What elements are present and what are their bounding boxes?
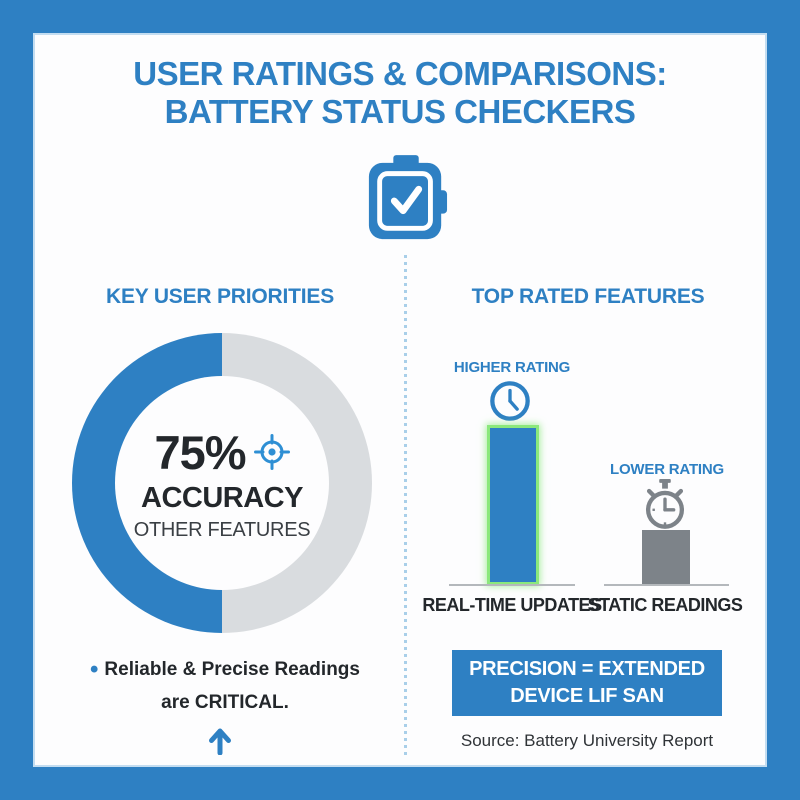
right-bar-baseline	[604, 584, 729, 586]
callout-line-2: DEVICE LIF SAN	[510, 685, 664, 707]
bar-static-readings	[642, 530, 690, 585]
page-title: USER RATINGS & COMPARISONS: BATTERY STAT…	[35, 55, 765, 131]
bar-label-real-time: REAL-TIME UPDATES	[422, 595, 602, 615]
bullet-dot-icon: •	[90, 656, 99, 683]
callout-line-1: PRECISION = EXTENDED	[469, 658, 705, 680]
precision-callout: PRECISION = EXTENDED DEVICE LIF SAN	[452, 650, 722, 716]
right-panel-heading: TOP RATED FEATURES	[471, 285, 705, 308]
donut-center-sublabel: OTHER FEATURES	[133, 518, 311, 541]
source-attribution: Source: Battery University Report	[460, 731, 714, 750]
higher-rating-label: HIGHER RATING	[453, 359, 571, 376]
takeaway-line-1: • Reliable & Precise Readings	[60, 653, 390, 686]
donut-center-row: 75%	[154, 425, 290, 480]
up-arrow-icon	[209, 728, 231, 755]
donut-hole: 75% ACCURACY OTHER FEATURES	[115, 376, 329, 590]
title-line-1: USER RATINGS & COMPARISONS:	[133, 55, 667, 92]
donut-percent-value: 75%	[154, 425, 246, 479]
key-takeaway: • Reliable & Precise Readings are CRITICA…	[60, 653, 390, 719]
stopwatch-icon	[645, 479, 685, 529]
title-line-2: BATTERY STATUS CHECKERS	[164, 93, 636, 130]
clock-icon	[490, 381, 530, 421]
target-icon	[253, 434, 290, 470]
left-panel-heading: KEY USER PRIORITIES	[105, 285, 335, 308]
left-bar-baseline	[449, 584, 575, 586]
bar-label-static: STATIC READINGS	[587, 595, 743, 615]
donut-center-label: ACCURACY	[141, 481, 303, 514]
battery-check-icon	[368, 155, 448, 240]
donut-chart: 75% ACCURACY OTHER FEATURES	[72, 333, 372, 633]
takeaway-text-1: Reliable & Precise Readings	[104, 659, 360, 680]
bar-real-time-updates	[487, 425, 539, 585]
column-divider	[404, 255, 407, 755]
takeaway-line-2: are CRITICAL.	[161, 692, 289, 713]
lower-rating-label: LOWER RATING	[610, 461, 724, 478]
infographic-card: USER RATINGS & COMPARISONS: BATTERY STAT…	[33, 33, 767, 767]
